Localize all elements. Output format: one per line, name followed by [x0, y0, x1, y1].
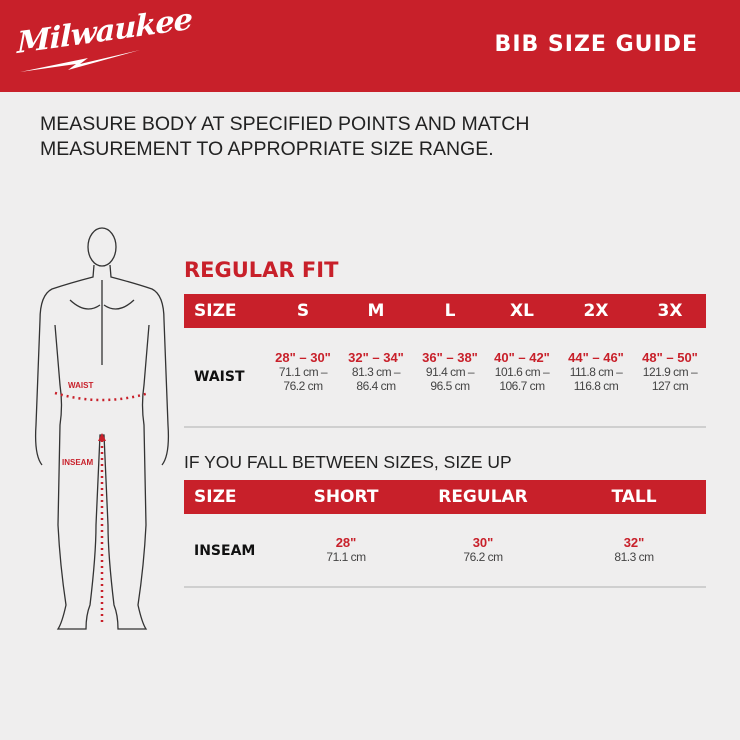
waist-cell-3x: 48" – 50" 121.9 cm –127 cm [642, 350, 698, 393]
cm: 86.4 cm [356, 379, 396, 393]
inches: 28" – 30" [275, 350, 331, 365]
inches: 36" – 38" [422, 350, 478, 365]
cm: 96.5 cm [430, 379, 470, 393]
col-s: S [296, 301, 310, 321]
inseam-cell-tall: 32" 81.3 cm [614, 535, 654, 564]
cm: 71.1 cm [326, 550, 366, 564]
col-regular: REGULAR [438, 487, 528, 507]
waist-cell-2x: 44" – 46" 111.8 cm –116.8 cm [568, 350, 624, 393]
inches: 28" [335, 535, 357, 550]
cm: 106.7 cm [499, 379, 545, 393]
inches: 40" – 42" [494, 350, 550, 365]
inseam-label: INSEAM [62, 458, 93, 467]
col-tall: TALL [611, 487, 657, 507]
waist-cell-xl: 40" – 42" 101.6 cm –106.7 cm [494, 350, 550, 393]
inches: 30" [472, 535, 494, 550]
header-banner: Milwaukee BIB SIZE GUIDE [0, 0, 740, 92]
instructions: MEASURE BODY AT SPECIFIED POINTS AND MAT… [40, 113, 530, 160]
inches: 48" – 50" [642, 350, 698, 365]
col-xl: XL [510, 301, 534, 321]
col-l: L [444, 301, 456, 321]
cm: 81.3 cm – [351, 365, 401, 379]
row-label-waist: WAIST [194, 369, 245, 385]
cm: 76.2 cm [283, 379, 323, 393]
cm: 121.9 cm – [642, 365, 698, 379]
col-m: M [367, 301, 385, 321]
row-label-inseam: INSEAM [194, 543, 256, 559]
waist-cell-s: 28" – 30" 71.1 cm –76.2 cm [275, 350, 331, 393]
lightning-bolt-icon [20, 50, 140, 72]
cm: 91.4 cm – [425, 365, 475, 379]
waist-cell-m: 32" – 34" 81.3 cm –86.4 cm [348, 350, 404, 393]
col-short: SHORT [313, 487, 379, 507]
waist-label: WAIST [68, 381, 93, 390]
size-up-note: IF YOU FALL BETWEEN SIZES, SIZE UP [184, 452, 512, 472]
col-3x: 3X [657, 301, 683, 321]
page-title: BIB SIZE GUIDE [494, 32, 698, 57]
inseam-table-header: SIZE SHORT REGULAR TALL [184, 480, 706, 514]
inches: 44" – 46" [568, 350, 624, 365]
col-size: SIZE [194, 301, 237, 321]
cm: 76.2 cm [463, 550, 503, 564]
col-size: SIZE [194, 487, 237, 507]
cm: 101.6 cm – [494, 365, 550, 379]
col-2x: 2X [583, 301, 609, 321]
waist-table-header: SIZE S M L XL 2X 3X [184, 294, 706, 328]
inches: 32" – 34" [348, 350, 404, 365]
cm: 71.1 cm – [278, 365, 328, 379]
divider [184, 586, 706, 588]
cm: 116.8 cm [573, 379, 619, 393]
inches: 32" [623, 535, 645, 550]
cm: 81.3 cm [614, 550, 654, 564]
cm: 127 cm [651, 379, 689, 393]
cm: 111.8 cm – [569, 365, 623, 379]
inseam-cell-short: 28" 71.1 cm [326, 535, 366, 564]
inseam-cell-regular: 30" 76.2 cm [463, 535, 503, 564]
body-figure: WAIST INSEAM [34, 227, 170, 630]
waist-cell-l: 36" – 38" 91.4 cm –96.5 cm [422, 350, 478, 393]
divider [184, 426, 706, 428]
regular-fit-heading: REGULAR FIT [184, 258, 339, 282]
